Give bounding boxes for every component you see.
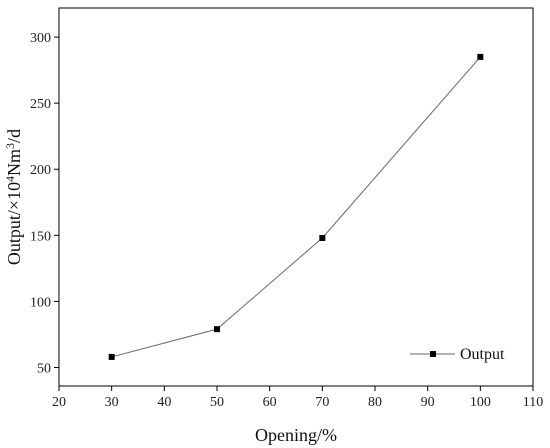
y-axis: 50 100 150 200 250 300: [30, 31, 59, 376]
y-tick-label: 300: [30, 31, 51, 46]
legend-label: Output: [460, 346, 505, 363]
x-tick-label: 30: [105, 395, 119, 410]
series-line-output: [111, 56, 481, 358]
data-point-output: [319, 234, 326, 241]
x-tick-label: 20: [52, 395, 66, 410]
data-point-output: [477, 53, 484, 60]
x-tick-label: 90: [421, 395, 435, 410]
legend: Output: [410, 346, 505, 363]
data-point-output: [214, 326, 220, 333]
plot-frame: [58, 7, 534, 387]
x-tick-label: 60: [263, 395, 277, 410]
x-tick-label: 100: [470, 395, 491, 410]
data-point-output: [108, 353, 115, 360]
x-tick-label: 110: [523, 395, 543, 410]
legend-marker: [430, 351, 436, 357]
series-group: [108, 53, 484, 360]
x-tick-label: 50: [210, 395, 224, 410]
y-axis-title: Output/×104Nm3/d: [3, 129, 24, 265]
y-tick-label: 50: [37, 361, 51, 376]
x-tick-label: 40: [157, 395, 171, 410]
y-tick-label: 100: [30, 295, 51, 310]
x-tick-label: 80: [368, 395, 382, 410]
y-tick-label: 200: [30, 163, 51, 178]
y-tick-label: 250: [30, 97, 51, 112]
x-tick-label: 70: [315, 395, 329, 410]
y-tick-label: 150: [30, 229, 51, 244]
x-axis: 20 30 40 50 60 70 80 90 100 110: [52, 386, 543, 410]
x-axis-title: Opening/%: [255, 425, 337, 445]
